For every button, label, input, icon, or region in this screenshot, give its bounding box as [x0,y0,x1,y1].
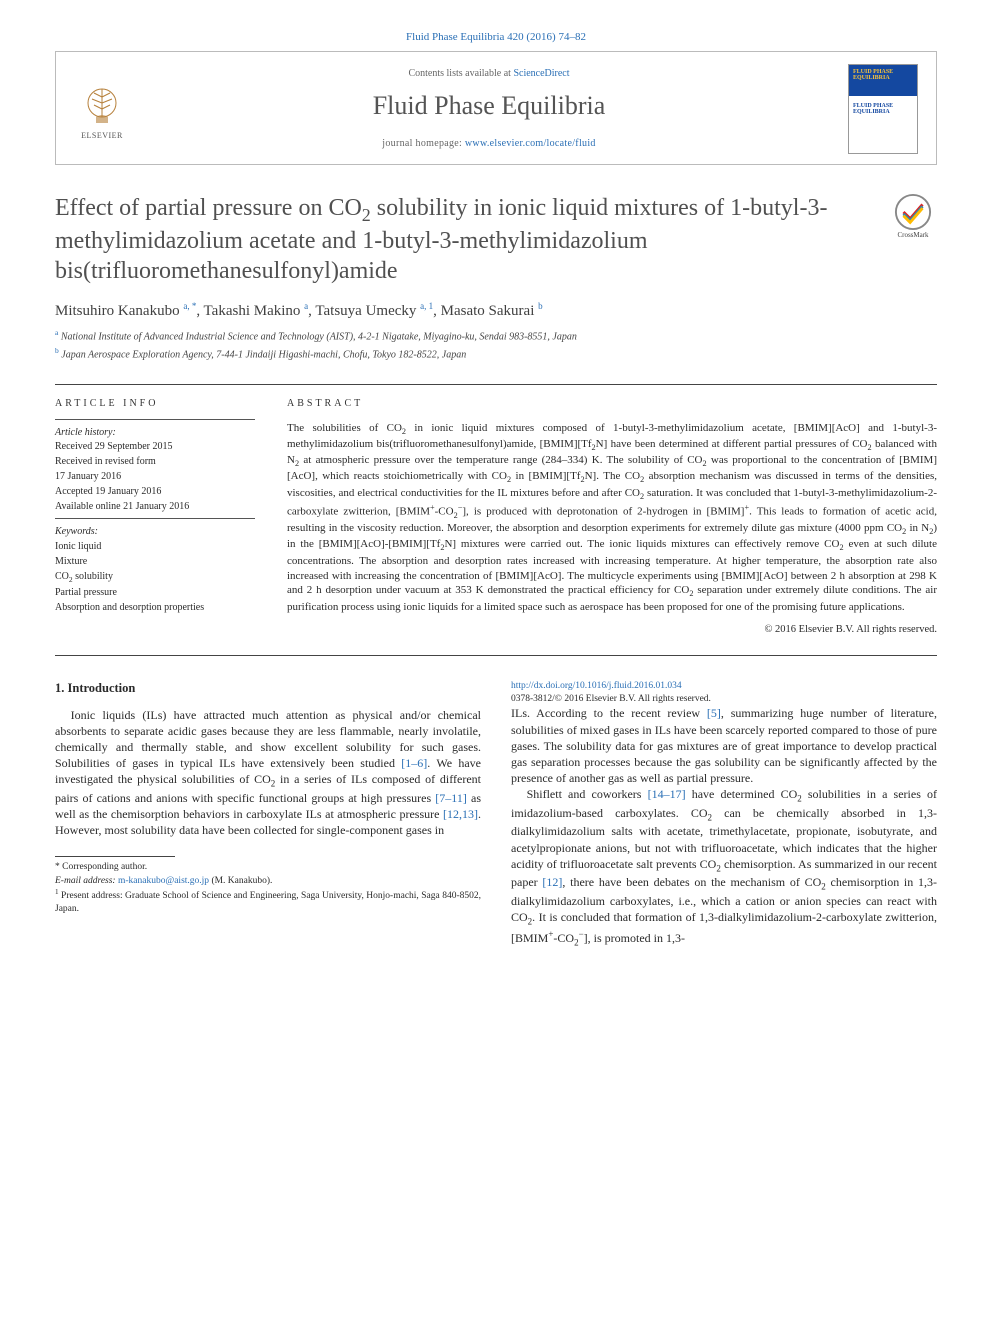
corr-author-note: * Corresponding author. [55,861,481,874]
keyword: CO2 solubility [55,569,255,585]
rule-below-abstract [55,655,937,656]
corr-email-link[interactable]: m-kanakubo@aist.go.jp [118,876,209,886]
affiliations: a National Institute of Advanced Industr… [55,327,937,362]
intro-para-2: ILs. According to the recent review [5],… [511,705,937,786]
intro-para-3: Shiflett and coworkers [14–17] have dete… [511,786,937,948]
history-line: Accepted 19 January 2016 [55,484,255,499]
cover-text-top: FLUID PHASE EQUILIBRIA [853,69,913,82]
footnote-1: 1 Present address: Graduate School of Sc… [55,888,481,917]
keyword: Partial pressure [55,585,255,600]
crossmark-badge[interactable]: CrossMark [889,193,937,241]
abstract-col: ABSTRACT The solubilities of CO2 in ioni… [287,397,937,637]
title-row: Effect of partial pressure on CO2 solubi… [55,193,937,286]
contents-prefix: Contents lists available at [408,68,513,79]
history-line: Received 29 September 2015 [55,439,255,454]
keywords-label: Keywords: [55,525,255,539]
keywords-list: Ionic liquid Mixture CO2 solubility Part… [55,539,255,615]
elsevier-tree-icon [78,83,126,131]
crossmark-label: CrossMark [897,231,928,240]
history-label: Article history: [55,426,255,440]
email-label: E-mail address: [55,876,118,886]
rule-above-info [55,384,937,385]
email-suffix: (M. Kanakubo). [209,876,272,886]
abstract-copyright: © 2016 Elsevier B.V. All rights reserved… [287,623,937,637]
journal-homepage-line: journal homepage: www.elsevier.com/locat… [148,137,830,151]
contents-list-line: Contents lists available at ScienceDirec… [148,67,830,81]
header-center: Contents lists available at ScienceDirec… [148,67,830,151]
history-line: Received in revised form [55,454,255,469]
abstract-heading: ABSTRACT [287,397,937,411]
citation-line: Fluid Phase Equilibria 420 (2016) 74–82 [55,30,937,45]
sciencedirect-link[interactable]: ScienceDirect [513,68,569,79]
article-title: Effect of partial pressure on CO2 solubi… [55,193,871,286]
article-info-heading: ARTICLE INFO [55,397,255,411]
body-columns: 1. Introduction Ionic liquids (ILs) have… [55,680,937,948]
doi-link[interactable]: http://dx.doi.org/10.1016/j.fluid.2016.0… [511,681,682,691]
footnotes-block: * Corresponding author. E-mail address: … [55,861,481,916]
journal-name: Fluid Phase Equilibria [148,88,830,123]
info-abstract-row: ARTICLE INFO Article history: Received 2… [55,397,937,637]
homepage-prefix: journal homepage: [382,138,465,149]
keyword: Absorption and desorption properties [55,600,255,615]
section-heading-intro: 1. Introduction [55,680,481,697]
affiliation-b: b Japan Aerospace Exploration Agency, 7-… [55,345,937,362]
elsevier-logo: ELSEVIER [74,76,130,142]
footnote-separator [55,856,175,857]
affiliation-a: a National Institute of Advanced Industr… [55,327,937,344]
elsevier-label: ELSEVIER [81,131,123,142]
email-line: E-mail address: m-kanakubo@aist.go.jp (M… [55,875,481,888]
keyword: Mixture [55,554,255,569]
crossmark-icon [894,193,932,231]
footer-doi-block: http://dx.doi.org/10.1016/j.fluid.2016.0… [511,680,937,706]
history-lines: Received 29 September 2015 Received in r… [55,439,255,514]
article-info-col: ARTICLE INFO Article history: Received 2… [55,397,255,637]
history-line: 17 January 2016 [55,469,255,484]
abstract-text: The solubilities of CO2 in ionic liquid … [287,421,937,615]
cover-text-bottom: FLUID PHASE EQUILIBRIA [853,103,913,116]
history-line: Available online 21 January 2016 [55,499,255,514]
keyword: Ionic liquid [55,539,255,554]
intro-para-1: Ionic liquids (ILs) have attracted much … [55,707,481,839]
journal-header-box: ELSEVIER Contents lists available at Sci… [55,51,937,165]
journal-cover-thumb: FLUID PHASE EQUILIBRIA FLUID PHASE EQUIL… [848,64,918,154]
homepage-link[interactable]: www.elsevier.com/locate/fluid [465,138,596,149]
issn-copyright: 0378-3812/© 2016 Elsevier B.V. All right… [511,694,711,704]
authors-line: Mitsuhiro Kanakubo a, *, Takashi Makino … [55,300,937,321]
